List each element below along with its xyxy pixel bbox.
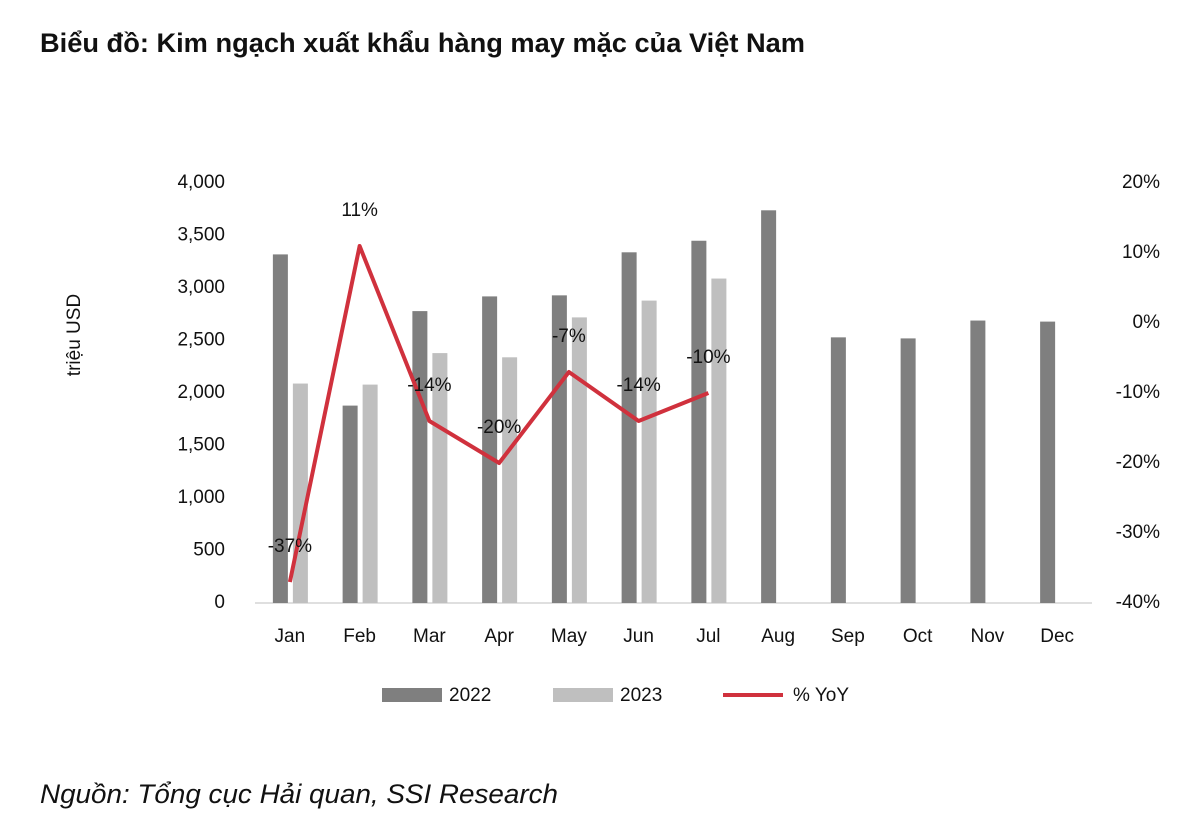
- legend-label: % YoY: [793, 685, 849, 706]
- bar: [342, 405, 358, 603]
- y-tick-label: 0: [214, 592, 225, 613]
- chart-title: Biểu đồ: Kim ngạch xuất khẩu hàng may mặ…: [40, 28, 805, 58]
- bar: [900, 338, 916, 603]
- legend-swatch: [553, 688, 613, 702]
- y-tick-label: 3,500: [177, 225, 225, 246]
- bar: [830, 337, 846, 603]
- data-label: 11%: [341, 200, 378, 221]
- y-tick-label: 2,000: [177, 382, 225, 403]
- bar: [621, 252, 637, 604]
- x-tick-label: Oct: [903, 626, 933, 647]
- y-tick-label: 1,500: [177, 435, 225, 456]
- x-tick-label: May: [551, 626, 587, 647]
- bar: [970, 320, 986, 603]
- x-tick-label: Jan: [275, 626, 306, 647]
- bar: [482, 296, 498, 603]
- bar: [691, 240, 707, 603]
- bar: [571, 317, 587, 603]
- bar: [272, 254, 288, 603]
- y2-tick-label: -20%: [1116, 452, 1160, 473]
- x-tick-label: Feb: [343, 626, 376, 647]
- legend-label: 2023: [620, 685, 662, 706]
- y2-tick-label: -30%: [1116, 522, 1160, 543]
- data-label: -37%: [268, 536, 312, 557]
- y2-tick-label: 20%: [1122, 172, 1160, 193]
- y-tick-label: 3,000: [177, 277, 225, 298]
- x-tick-label: Mar: [413, 626, 446, 647]
- bar: [641, 300, 657, 603]
- source: Nguồn: Tổng cục Hải quan, SSI Research: [40, 779, 558, 809]
- bar: [432, 353, 448, 603]
- x-tick-label: Apr: [484, 626, 514, 647]
- x-tick-label: Jul: [696, 626, 720, 647]
- y-axis-label: triệu USD: [64, 294, 85, 376]
- x-tick-label: Nov: [970, 626, 1004, 647]
- y-tick-label: 500: [193, 540, 225, 561]
- data-label: -7%: [552, 326, 586, 347]
- legend-label: 2022: [449, 685, 491, 706]
- x-tick-label: Dec: [1040, 626, 1074, 647]
- y-tick-label: 4,000: [177, 172, 225, 193]
- x-tick-label: Sep: [831, 626, 865, 647]
- y2-tick-label: 0%: [1133, 312, 1161, 333]
- bar: [362, 384, 378, 603]
- data-label: -14%: [616, 375, 660, 396]
- legend-swatch: [382, 688, 442, 702]
- data-label: -14%: [407, 375, 451, 396]
- bar: [551, 295, 567, 603]
- bar: [412, 311, 428, 603]
- x-tick-label: Jun: [623, 626, 654, 647]
- data-label: -10%: [686, 347, 730, 368]
- y-tick-label: 2,500: [177, 330, 225, 351]
- y-tick-label: 1,000: [177, 487, 225, 508]
- y2-tick-label: -10%: [1116, 382, 1160, 403]
- bar: [761, 210, 777, 604]
- bar: [292, 383, 308, 603]
- data-label: -20%: [477, 417, 521, 438]
- yoy-line: [287, 244, 710, 583]
- x-tick-label: Aug: [761, 626, 795, 647]
- y2-tick-label: 10%: [1122, 242, 1160, 263]
- y2-tick-label: -40%: [1116, 592, 1160, 613]
- bar: [1040, 321, 1056, 603]
- bar: [502, 357, 518, 603]
- bar: [711, 278, 727, 603]
